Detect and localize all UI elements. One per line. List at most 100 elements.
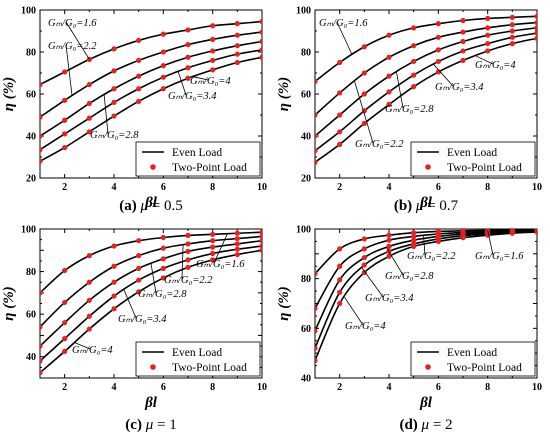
two-point-load-point xyxy=(534,25,537,31)
two-point-load-point xyxy=(160,31,166,37)
two-point-load-point xyxy=(62,117,68,123)
caption-label: (c) xyxy=(125,417,145,433)
caption-mu-symbol: μ xyxy=(421,417,430,433)
legend-point-swatch xyxy=(425,364,431,370)
two-point-load-point xyxy=(86,326,92,332)
legend-label-even-load: Even Load xyxy=(172,347,222,359)
two-point-load-point xyxy=(62,97,68,103)
y-axis-title: η (%) xyxy=(1,286,17,320)
y-tick-label: 40 xyxy=(301,374,311,385)
two-point-load-point xyxy=(411,243,417,249)
y-axis-title: η (%) xyxy=(276,286,292,320)
two-point-load-point xyxy=(185,257,191,263)
annotation-leader xyxy=(213,233,228,264)
two-point-load-point xyxy=(386,237,392,243)
even-load-line xyxy=(315,229,537,309)
two-point-load-point xyxy=(509,14,515,20)
two-point-load-point xyxy=(185,27,191,33)
even-load-line xyxy=(40,20,262,86)
even-load-line xyxy=(40,40,262,137)
two-point-load-point xyxy=(234,246,240,252)
two-point-load-point xyxy=(361,91,367,97)
legend-label-even-load: Even Load xyxy=(447,347,497,359)
two-point-load-point xyxy=(234,51,240,57)
x-tick-label: 6 xyxy=(161,382,166,393)
even-load-line xyxy=(40,56,262,162)
two-point-load-point xyxy=(460,235,466,241)
y-tick-label: 60 xyxy=(26,90,36,101)
annotation-label: Gₘ/G₀=2.2 xyxy=(48,41,97,52)
two-point-load-point xyxy=(62,348,68,354)
even-load-line xyxy=(40,245,262,362)
two-point-load-point xyxy=(136,253,142,259)
two-point-load-point xyxy=(86,253,92,259)
y-tick-label: 100 xyxy=(21,6,36,17)
x-tick-label: 10 xyxy=(257,382,267,393)
two-point-load-point xyxy=(460,17,466,24)
caption-label: (d) xyxy=(399,417,421,433)
two-point-load-point xyxy=(460,57,466,64)
y-tick-label: 20 xyxy=(26,174,36,185)
two-point-load-point xyxy=(361,120,367,126)
two-point-load-point xyxy=(136,277,142,283)
two-point-load-point xyxy=(185,264,191,270)
two-point-load-point xyxy=(136,265,142,271)
two-point-load-point xyxy=(62,131,68,137)
two-point-load-point xyxy=(86,100,92,107)
two-point-load-point xyxy=(315,328,318,334)
two-point-load-point xyxy=(485,25,491,31)
even-load-line xyxy=(40,31,262,118)
two-point-load-point xyxy=(111,99,117,105)
annotation-label: Gₘ/G₀=2.8 xyxy=(385,104,434,115)
two-point-load-point xyxy=(62,267,68,274)
two-point-load-point xyxy=(534,35,537,41)
caption-mu-symbol: μ xyxy=(140,198,149,214)
two-point-load-point xyxy=(315,345,318,351)
two-point-load-point xyxy=(386,73,392,79)
two-point-load-point xyxy=(136,37,142,44)
two-point-load-point xyxy=(386,253,392,259)
two-point-load-point xyxy=(259,233,262,240)
even-load-line xyxy=(315,32,537,152)
two-point-load-point xyxy=(210,57,216,64)
legend-point-swatch xyxy=(150,364,156,370)
y-axis-title: η (%) xyxy=(276,77,292,111)
two-point-load-point xyxy=(386,232,392,238)
y-tick-label: 100 xyxy=(21,225,36,236)
two-point-load-point xyxy=(315,112,318,118)
two-point-load-point xyxy=(62,69,68,75)
two-point-load-point xyxy=(40,158,43,164)
panel-c: 2 4 6 8 10 40 60 80 100 βl η (%) Gₘ/G₀=1.6 Gₘ/G₀=2.2… xyxy=(1,225,267,434)
plot-area xyxy=(315,229,537,364)
two-point-load-point xyxy=(136,238,142,244)
panel-caption: (a) μ = 0.5 xyxy=(119,198,183,214)
two-point-load-point xyxy=(435,238,441,245)
two-point-load-point xyxy=(337,129,343,135)
two-point-load-point xyxy=(111,243,117,249)
two-point-load-point xyxy=(160,245,166,251)
x-tick-label: 6 xyxy=(161,182,166,193)
two-point-load-point xyxy=(160,265,166,271)
two-point-load-point xyxy=(234,43,240,49)
annotation-label: Gₘ/G₀=1.6 xyxy=(196,259,245,270)
two-point-load-point xyxy=(111,68,117,74)
caption-mu-symbol: μ xyxy=(145,417,154,433)
even-load-line xyxy=(40,231,262,294)
two-point-load-point xyxy=(234,230,240,236)
two-point-load-point xyxy=(111,46,117,52)
x-tick-label: 10 xyxy=(257,182,267,193)
y-tick-label: 80 xyxy=(301,48,311,59)
caption-mu-value: = 0.5 xyxy=(148,198,183,214)
two-point-load-point xyxy=(509,41,515,47)
annotation-leader xyxy=(396,71,404,109)
caption-mu-symbol: μ xyxy=(415,198,424,214)
caption-mu-value: = 1 xyxy=(153,417,176,433)
panel-d: 2 4 6 8 10 40 60 80 100 βl η (%) Gₘ/G₀=2.2 Gₘ/G₀=1.6… xyxy=(276,225,542,434)
y-tick-label: 80 xyxy=(301,274,311,285)
annotation-label: Gₘ/G₀=3.4 xyxy=(365,293,414,304)
two-point-load-point xyxy=(361,254,367,261)
y-tick-label: 40 xyxy=(301,132,311,143)
legend-label-two-point-load: Two-Point Load xyxy=(447,362,522,374)
two-point-load-point xyxy=(40,358,43,364)
two-point-load-point xyxy=(460,29,466,35)
